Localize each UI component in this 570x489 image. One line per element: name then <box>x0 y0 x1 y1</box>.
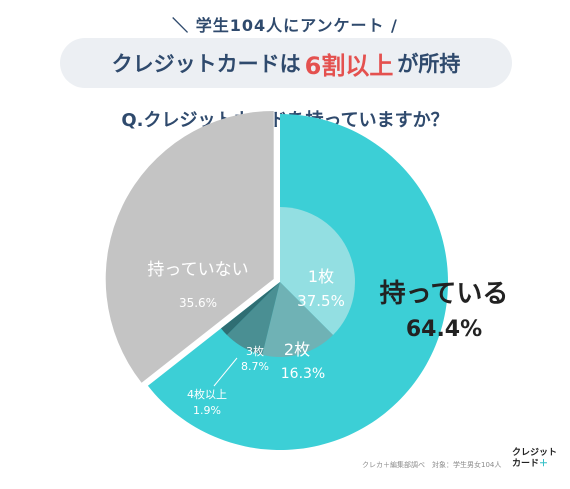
headline-banner: クレジットカードは 6割以上 が所持 <box>60 38 512 88</box>
value-4plus-cards: 1.9% <box>193 404 221 417</box>
headline-accent: 6割以上 <box>304 51 394 80</box>
leader-line <box>213 357 238 387</box>
headline-prefix: クレジットカードは <box>111 52 301 76</box>
label-2-cards: 2枚 <box>284 340 310 359</box>
slice-3-cards <box>226 282 280 355</box>
value-3-cards: 8.7% <box>241 360 269 373</box>
slice-4plus-cards <box>221 282 280 336</box>
slice-2-cards <box>262 282 334 357</box>
value-have: 64.4% <box>406 317 482 342</box>
logo-line-1: クレジット <box>512 448 558 458</box>
footer-credit: クレカ＋編集部調べ 対象：学生男女104人 <box>362 461 502 469</box>
slice-not-have <box>105 110 274 383</box>
label-have: 持っている <box>380 279 509 309</box>
label-4plus-cards: 4枚以上 <box>187 387 227 401</box>
label-not-have: 持っていない <box>147 260 248 280</box>
label-1-card: 1枚 <box>308 267 334 286</box>
value-1-card: 37.5% <box>297 292 345 310</box>
logo-line-2: カード <box>512 459 540 469</box>
brand-logo: クレジット カード＋ <box>512 448 564 478</box>
survey-caption: ＼ 学生104人にアンケート / <box>172 16 398 35</box>
value-not-have: 35.6% <box>179 296 217 310</box>
headline-suffix: が所持 <box>397 52 461 76</box>
logo-plus: ＋ <box>539 459 549 469</box>
inner-slices <box>221 207 355 357</box>
label-3-cards: 3枚 <box>246 344 264 358</box>
value-2-cards: 16.3% <box>281 366 325 382</box>
slice-1-card <box>280 207 355 336</box>
